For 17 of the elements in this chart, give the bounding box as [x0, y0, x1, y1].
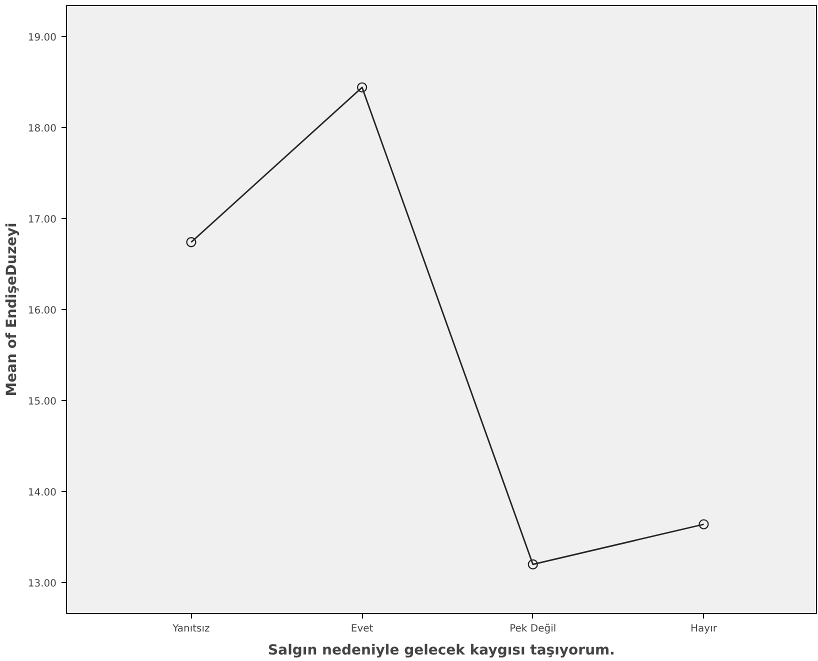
x-tick-label: Hayır	[690, 624, 718, 634]
point	[186, 237, 196, 248]
y-tick-label: 15.00	[28, 396, 57, 408]
y-axis-title: Mean of EndişeDuzeyi	[4, 222, 20, 396]
x-tick-label: Yanıtsız	[172, 624, 210, 634]
y-tick-label: 19.00	[28, 32, 57, 44]
point	[698, 519, 709, 530]
point	[528, 559, 538, 570]
y-tick-label: 14.00	[28, 488, 57, 499]
point	[356, 82, 368, 93]
x-axis-title: Salgın nedeniyle gelecek kaygısı taşıyorum.	[268, 642, 615, 658]
y-tick-label: 18.00	[28, 123, 57, 134]
x-tick-label: Evet	[350, 624, 374, 634]
y-tick-label: 16.00	[28, 306, 57, 316]
y-tick-label: 13.00	[28, 578, 57, 590]
y-tick-label: 17.00	[28, 214, 57, 226]
x-tick-label: Pek Değil	[510, 624, 556, 634]
